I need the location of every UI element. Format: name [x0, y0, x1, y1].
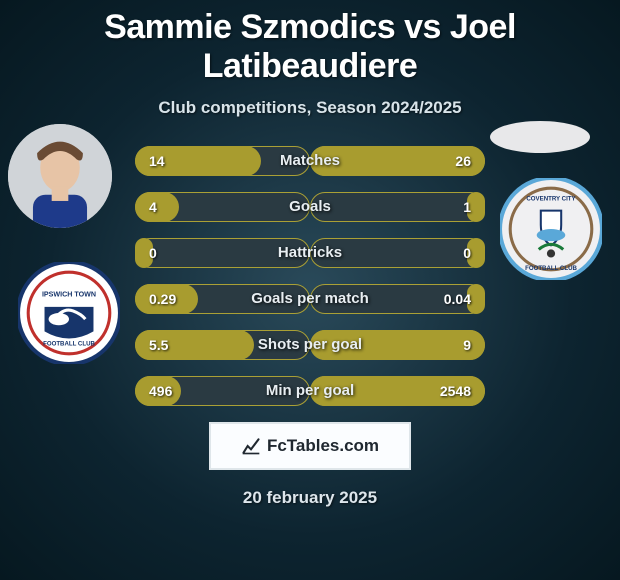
- player1-club-badge: IPSWICH TOWN FOOTBALL CLUB: [18, 262, 120, 364]
- player1-photo: [8, 124, 112, 228]
- subtitle: Club competitions, Season 2024/2025: [0, 98, 620, 118]
- stat-value-left: 14: [135, 146, 179, 176]
- stat-row: 4962548Min per goal: [135, 376, 485, 406]
- stat-row: 0.290.04Goals per match: [135, 284, 485, 314]
- stat-value-right: 9: [449, 330, 485, 360]
- footer-date: 20 february 2025: [0, 488, 620, 508]
- stat-value-left: 5.5: [135, 330, 182, 360]
- stat-row: 00Hattricks: [135, 238, 485, 268]
- stat-row: 41Goals: [135, 192, 485, 222]
- stat-value-right: 2548: [426, 376, 485, 406]
- stat-value-left: 0: [135, 238, 171, 268]
- svg-text:IPSWICH TOWN: IPSWICH TOWN: [42, 291, 96, 299]
- chart-icon: [241, 436, 261, 456]
- brand-badge: FcTables.com: [209, 422, 411, 470]
- stat-value-left: 4: [135, 192, 171, 222]
- stat-row: 5.59Shots per goal: [135, 330, 485, 360]
- svg-text:COVENTRY CITY: COVENTRY CITY: [526, 195, 575, 202]
- stat-value-right: 0: [449, 238, 485, 268]
- stat-value-left: 496: [135, 376, 186, 406]
- page-title: Sammie Szmodics vs Joel Latibeaudiere: [0, 0, 620, 86]
- stat-value-right: 1: [449, 192, 485, 222]
- stat-value-left: 0.29: [135, 284, 190, 314]
- svg-text:FOOTBALL CLUB: FOOTBALL CLUB: [525, 265, 577, 272]
- stat-row: 1426Matches: [135, 146, 485, 176]
- player2-club-badge: COVENTRY CITY FOOTBALL CLUB: [500, 178, 602, 280]
- svg-text:FOOTBALL CLUB: FOOTBALL CLUB: [43, 341, 95, 348]
- stat-value-right: 26: [441, 146, 485, 176]
- brand-text: FcTables.com: [267, 436, 379, 456]
- stat-value-right: 0.04: [430, 284, 485, 314]
- player2-photo: [490, 121, 590, 153]
